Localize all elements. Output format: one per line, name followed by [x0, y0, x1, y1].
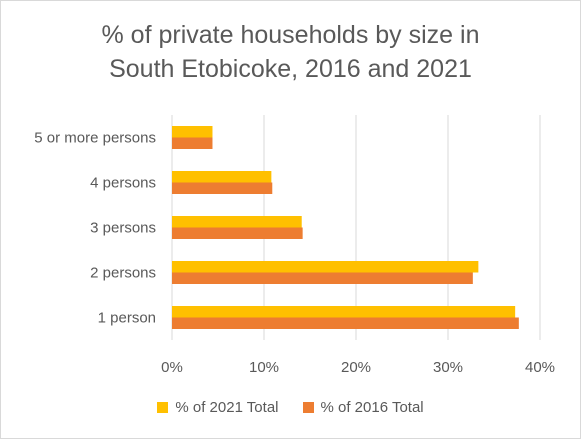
- bar-2016: [172, 317, 519, 329]
- y-category-label: 3 persons: [90, 220, 156, 237]
- x-tick-label: 0%: [161, 359, 183, 376]
- chart-title-line-2: South Etobicoke, 2016 and 2021: [109, 55, 472, 83]
- legend-label-2016: % of 2016 Total: [320, 398, 424, 416]
- bar-2016: [172, 137, 213, 149]
- legend-swatch-2016: [302, 401, 314, 413]
- legend-item-2021: % of 2021 Total: [157, 397, 279, 417]
- bar-2021: [172, 216, 302, 228]
- legend-label-2021: % of 2021 Total: [175, 398, 279, 416]
- y-category-label: 2 persons: [90, 265, 156, 282]
- bar-2021: [172, 126, 213, 138]
- legend-item-2016: % of 2016 Total: [302, 397, 424, 417]
- y-category-label: 1 person: [98, 310, 156, 327]
- y-category-label: 4 persons: [90, 175, 156, 192]
- bar-2016: [172, 182, 273, 194]
- x-tick-label: 20%: [341, 359, 371, 376]
- bar-2021: [172, 261, 479, 273]
- chart-title: % of private households by size in South…: [0, 18, 581, 86]
- x-tick-label: 30%: [433, 359, 463, 376]
- chart-title-line-1: % of private households by size in: [101, 21, 480, 49]
- chart-legend: % of 2021 Total % of 2016 Total: [0, 397, 581, 417]
- x-tick-label: 10%: [249, 359, 279, 376]
- y-category-label: 5 or more persons: [34, 130, 156, 147]
- bar-2021: [172, 171, 272, 183]
- legend-swatch-2021: [157, 401, 169, 413]
- bar-2021: [172, 306, 516, 318]
- x-tick-label: 40%: [525, 359, 555, 376]
- bar-2016: [172, 272, 473, 284]
- bar-2016: [172, 227, 303, 239]
